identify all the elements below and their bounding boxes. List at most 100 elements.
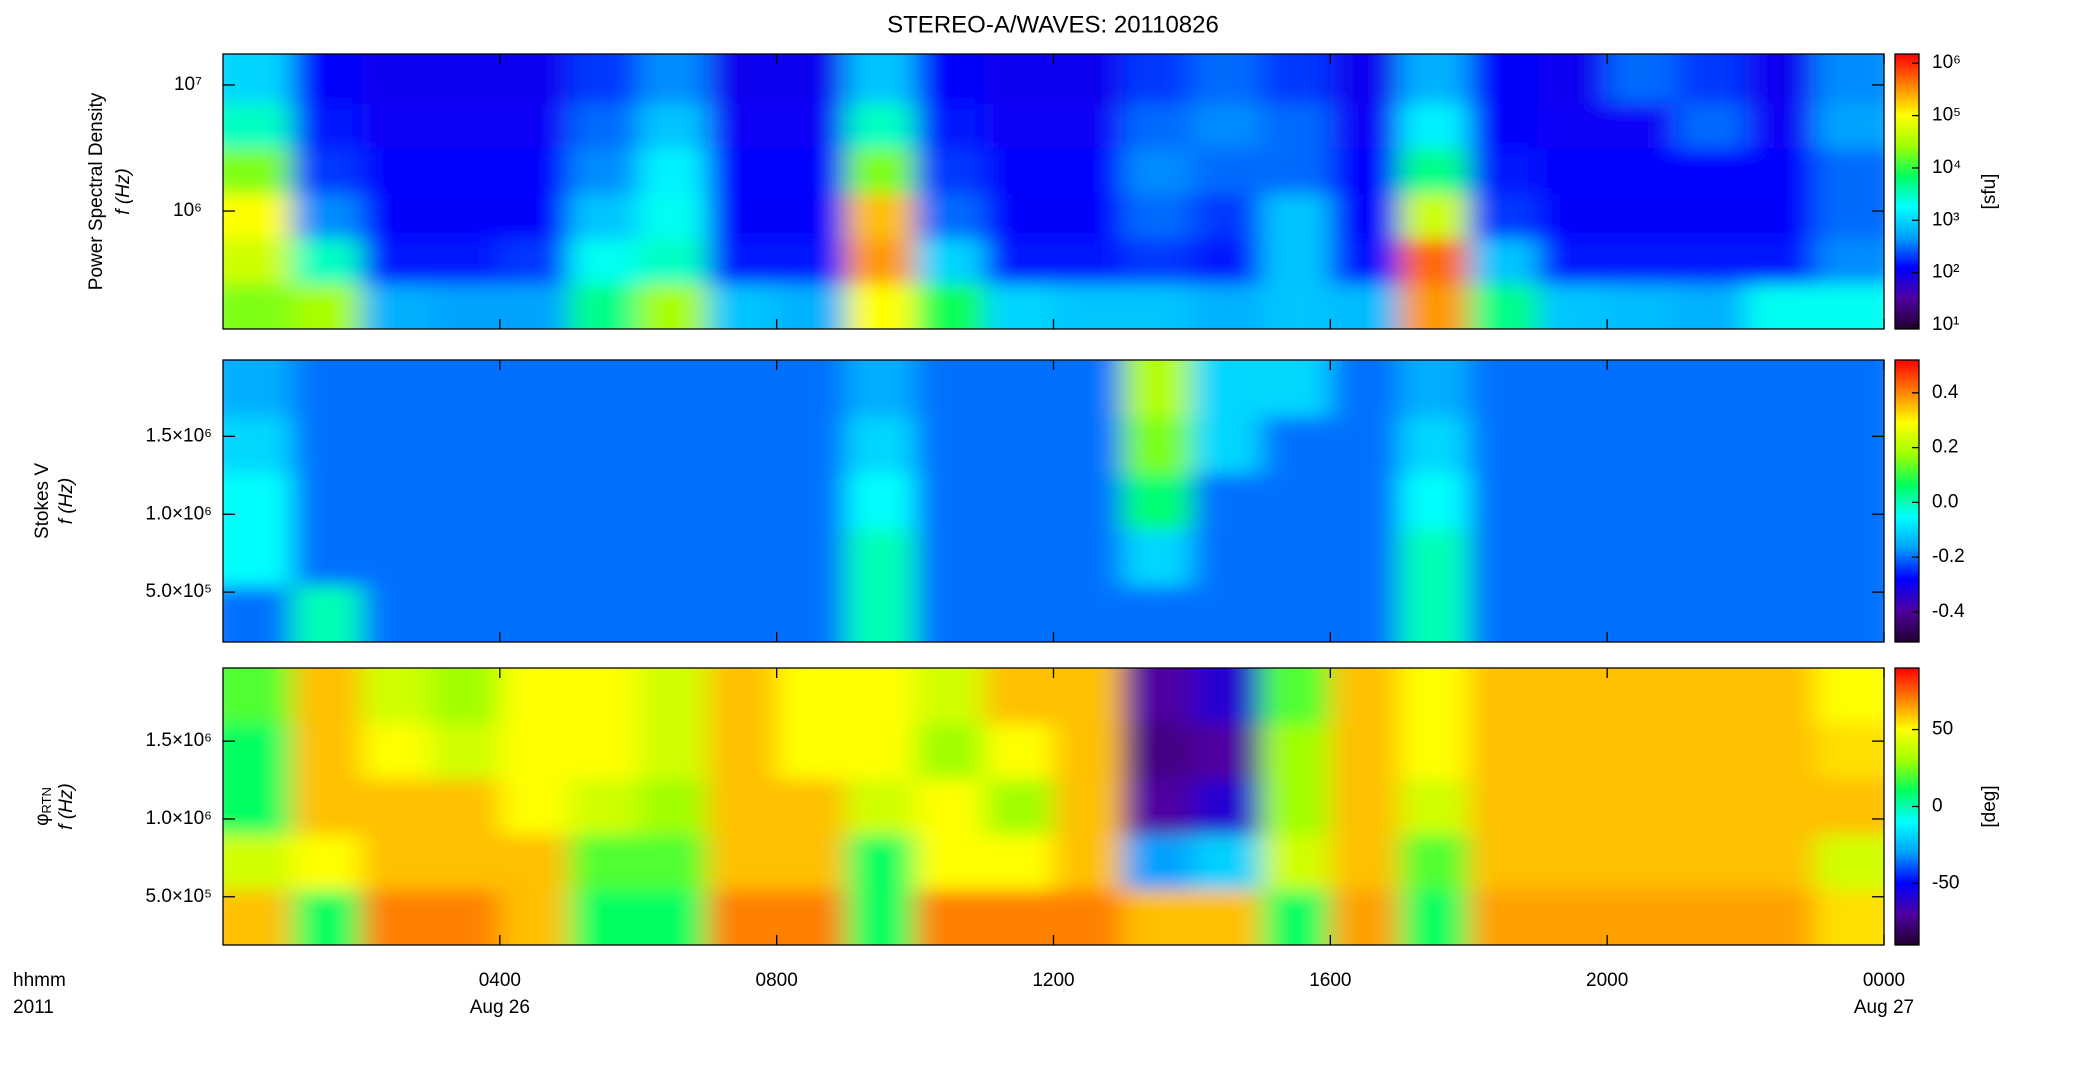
colorbar-tick-label: 0.2 <box>1932 437 1958 458</box>
heatmap-cell <box>292 54 362 104</box>
heatmap-cell <box>430 834 501 891</box>
heatmap-cell <box>1676 193 1747 240</box>
heatmap-cell <box>499 238 570 285</box>
heatmap-cell <box>984 360 1054 417</box>
heatmap-cell <box>569 54 639 104</box>
heatmap-cell <box>707 585 778 642</box>
heatmap-cell <box>984 238 1054 285</box>
heatmap-cell <box>1745 238 1816 285</box>
heatmap-cell <box>707 778 778 835</box>
heatmap-cell <box>1745 889 1816 945</box>
heatmap-cell <box>776 889 847 945</box>
colorbar-tick-label: -0.4 <box>1932 601 1965 622</box>
heatmap-cell <box>1261 54 1331 104</box>
heatmap-cell <box>1676 834 1747 891</box>
heatmap-cell <box>1053 723 1124 780</box>
heatmap-cells <box>223 54 1884 329</box>
heatmap-cell <box>1053 529 1124 587</box>
heatmap-cell <box>638 238 708 285</box>
heatmap-cell <box>1399 723 1470 780</box>
colorbar-tick-label: 10² <box>1932 262 1959 283</box>
heatmap-cell <box>1537 102 1608 149</box>
heatmap-cell <box>1191 102 1262 149</box>
heatmap-cell <box>569 360 639 417</box>
heatmap-cell <box>1053 54 1124 104</box>
heatmap-cell <box>1191 193 1262 240</box>
heatmap-cell <box>1814 360 1884 417</box>
heatmap-cell <box>223 283 293 329</box>
heatmap-cell <box>499 148 570 194</box>
heatmap-cell <box>1053 360 1124 417</box>
heatmap-cell <box>1399 889 1470 945</box>
y-axis-label-text: φ <box>32 814 53 826</box>
heatmap-cell <box>707 889 778 945</box>
heatmap-cell <box>361 529 432 587</box>
heatmap-cell <box>1537 834 1608 891</box>
heatmap-cell <box>1607 102 1677 149</box>
heatmap-cell <box>1122 193 1193 240</box>
heatmap-cell <box>1745 472 1816 530</box>
heatmap-cell <box>1814 778 1884 835</box>
heatmap-cell <box>915 834 985 891</box>
heatmap-cells <box>223 360 1884 642</box>
heatmap-cell <box>361 585 432 642</box>
heatmap-cell <box>1053 778 1124 835</box>
heatmap-cell <box>223 723 293 780</box>
heatmap-cell <box>430 472 501 530</box>
heatmap-cell <box>845 834 916 891</box>
heatmap-cell <box>1053 148 1124 194</box>
heatmap-cell <box>984 148 1054 194</box>
heatmap-cell <box>1053 889 1124 945</box>
heatmap-cell <box>1122 472 1193 530</box>
heatmap-cell <box>430 723 501 780</box>
heatmap-cell <box>1468 834 1539 891</box>
y-tick-label: 5.0×10⁵ <box>145 886 212 907</box>
heatmap-cell <box>1191 148 1262 194</box>
heatmap-cell <box>1676 283 1747 329</box>
heatmap-cell <box>1537 54 1608 104</box>
heatmap-cell <box>776 416 847 474</box>
heatmap-cell <box>1468 529 1539 587</box>
y-axis-label: φRTN <box>32 787 54 826</box>
heatmap-cell <box>1745 102 1816 149</box>
heatmap-cell <box>361 416 432 474</box>
heatmap-cell <box>1261 834 1331 891</box>
heatmap-cell <box>915 529 985 587</box>
heatmap-cell <box>776 723 847 780</box>
heatmap-cell <box>499 723 570 780</box>
heatmap-cell <box>915 778 985 835</box>
heatmap-cell <box>1607 472 1677 530</box>
heatmap <box>223 54 1884 329</box>
heatmap-cell <box>1330 668 1401 724</box>
y-axis-label-subscript: RTN <box>39 787 54 813</box>
heatmap-cell <box>707 54 778 104</box>
heatmap-cell <box>1537 778 1608 835</box>
heatmap-cell <box>1468 668 1539 724</box>
heatmap-cell <box>1053 193 1124 240</box>
heatmap-cell <box>845 472 916 530</box>
x-tick-label: 1200 <box>1032 970 1074 991</box>
heatmap-cell <box>1330 148 1401 194</box>
heatmap-cell <box>361 360 432 417</box>
heatmap-cell <box>499 102 570 149</box>
heatmap-cell <box>1537 238 1608 285</box>
y-axis-label-2: f (Hz) <box>56 783 77 829</box>
heatmap-cell <box>707 472 778 530</box>
heatmap-cell <box>845 54 916 104</box>
heatmap-cell <box>984 416 1054 474</box>
heatmap-cell <box>361 472 432 530</box>
heatmap-cell <box>1607 148 1677 194</box>
heatmap-cell <box>499 54 570 104</box>
heatmap-cell <box>845 238 916 285</box>
heatmap-cell <box>1399 778 1470 835</box>
heatmap-cell <box>984 778 1054 835</box>
heatmap-cell <box>638 416 708 474</box>
heatmap-cell <box>361 668 432 724</box>
x-axis-label: hhmm <box>13 970 66 991</box>
x-tick-label: 1600 <box>1309 970 1351 991</box>
heatmap-cell <box>1330 778 1401 835</box>
heatmap-cell <box>1468 102 1539 149</box>
heatmap-cell <box>1745 283 1816 329</box>
heatmap-cell <box>223 416 293 474</box>
